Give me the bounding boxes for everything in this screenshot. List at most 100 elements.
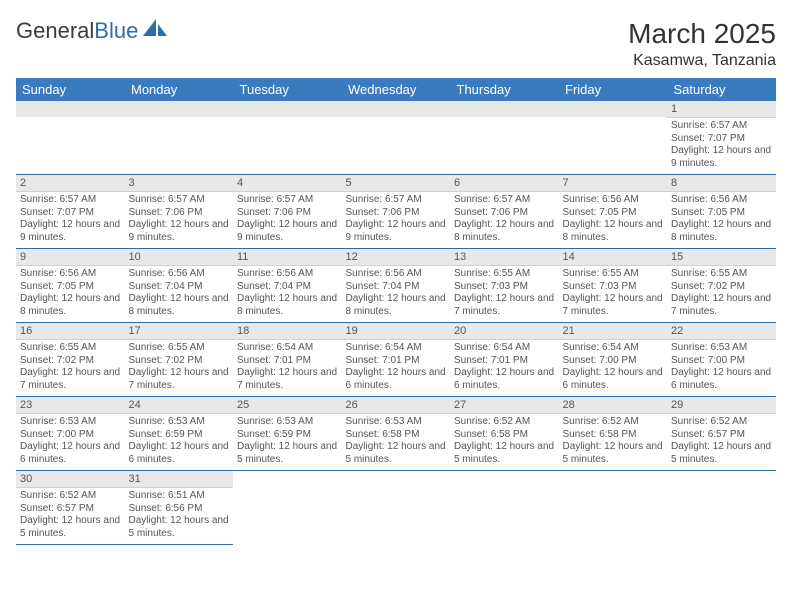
- sunrise-line: Sunrise: 6:56 AM: [671, 194, 772, 207]
- sunset-line: Sunset: 6:58 PM: [346, 429, 447, 442]
- day-content: Sunrise: 6:52 AMSunset: 6:57 PMDaylight:…: [667, 414, 776, 470]
- sunset-line: Sunset: 7:02 PM: [20, 355, 121, 368]
- sunrise-line: Sunrise: 6:52 AM: [671, 416, 772, 429]
- day-content: Sunrise: 6:53 AMSunset: 6:58 PMDaylight:…: [342, 414, 451, 470]
- daylight-line: Daylight: 12 hours and 5 minutes.: [237, 441, 338, 466]
- calendar-row: 23Sunrise: 6:53 AMSunset: 7:00 PMDayligh…: [16, 397, 776, 471]
- calendar-cell: [559, 471, 668, 545]
- calendar-cell: [450, 471, 559, 545]
- day-number: 1: [667, 101, 776, 118]
- calendar-cell: 18Sunrise: 6:54 AMSunset: 7:01 PMDayligh…: [233, 323, 342, 397]
- sunset-line: Sunset: 6:58 PM: [563, 429, 664, 442]
- daylight-line: Daylight: 12 hours and 9 minutes.: [346, 219, 447, 244]
- daylight-line: Daylight: 12 hours and 6 minutes.: [346, 367, 447, 392]
- calendar-body: 1Sunrise: 6:57 AMSunset: 7:07 PMDaylight…: [16, 101, 776, 545]
- daylight-line: Daylight: 12 hours and 6 minutes.: [129, 441, 230, 466]
- calendar-cell: [125, 101, 234, 175]
- calendar-row: 30Sunrise: 6:52 AMSunset: 6:57 PMDayligh…: [16, 471, 776, 545]
- calendar-row: 2Sunrise: 6:57 AMSunset: 7:07 PMDaylight…: [16, 175, 776, 249]
- day-number: 24: [125, 397, 234, 414]
- day-content: Sunrise: 6:53 AMSunset: 6:59 PMDaylight:…: [125, 414, 234, 470]
- weekday-header: Thursday: [450, 78, 559, 101]
- day-number: 22: [667, 323, 776, 340]
- calendar-cell: [233, 101, 342, 175]
- empty-daynum: [16, 101, 125, 117]
- weekday-header: Sunday: [16, 78, 125, 101]
- empty-daynum: [125, 101, 234, 117]
- calendar-cell: 8Sunrise: 6:56 AMSunset: 7:05 PMDaylight…: [667, 175, 776, 249]
- sunset-line: Sunset: 7:06 PM: [237, 207, 338, 220]
- sunrise-line: Sunrise: 6:53 AM: [20, 416, 121, 429]
- calendar-cell: 2Sunrise: 6:57 AMSunset: 7:07 PMDaylight…: [16, 175, 125, 249]
- day-content: Sunrise: 6:55 AMSunset: 7:02 PMDaylight:…: [125, 340, 234, 396]
- sunrise-line: Sunrise: 6:57 AM: [20, 194, 121, 207]
- calendar-cell: [342, 471, 451, 545]
- daylight-line: Daylight: 12 hours and 7 minutes.: [671, 293, 772, 318]
- day-number: 21: [559, 323, 668, 340]
- sunrise-line: Sunrise: 6:53 AM: [129, 416, 230, 429]
- calendar-cell: [450, 101, 559, 175]
- day-number: 15: [667, 249, 776, 266]
- calendar-cell: 12Sunrise: 6:56 AMSunset: 7:04 PMDayligh…: [342, 249, 451, 323]
- sunset-line: Sunset: 7:05 PM: [20, 281, 121, 294]
- daylight-line: Daylight: 12 hours and 8 minutes.: [563, 219, 664, 244]
- calendar-row: 9Sunrise: 6:56 AMSunset: 7:05 PMDaylight…: [16, 249, 776, 323]
- day-content: Sunrise: 6:54 AMSunset: 7:01 PMDaylight:…: [233, 340, 342, 396]
- calendar-cell: 26Sunrise: 6:53 AMSunset: 6:58 PMDayligh…: [342, 397, 451, 471]
- weekday-header: Wednesday: [342, 78, 451, 101]
- sunset-line: Sunset: 7:01 PM: [346, 355, 447, 368]
- sunset-line: Sunset: 6:56 PM: [129, 503, 230, 516]
- day-content: Sunrise: 6:51 AMSunset: 6:56 PMDaylight:…: [125, 488, 234, 544]
- day-content: Sunrise: 6:56 AMSunset: 7:04 PMDaylight:…: [342, 266, 451, 322]
- day-number: 10: [125, 249, 234, 266]
- calendar-cell: 19Sunrise: 6:54 AMSunset: 7:01 PMDayligh…: [342, 323, 451, 397]
- sunrise-line: Sunrise: 6:52 AM: [454, 416, 555, 429]
- calendar-row: 16Sunrise: 6:55 AMSunset: 7:02 PMDayligh…: [16, 323, 776, 397]
- day-content: Sunrise: 6:55 AMSunset: 7:03 PMDaylight:…: [450, 266, 559, 322]
- sunrise-line: Sunrise: 6:54 AM: [454, 342, 555, 355]
- sunset-line: Sunset: 7:07 PM: [20, 207, 121, 220]
- sunset-line: Sunset: 7:00 PM: [20, 429, 121, 442]
- calendar-cell: 23Sunrise: 6:53 AMSunset: 7:00 PMDayligh…: [16, 397, 125, 471]
- calendar-cell: 10Sunrise: 6:56 AMSunset: 7:04 PMDayligh…: [125, 249, 234, 323]
- daylight-line: Daylight: 12 hours and 6 minutes.: [671, 367, 772, 392]
- day-content: Sunrise: 6:54 AMSunset: 7:00 PMDaylight:…: [559, 340, 668, 396]
- daylight-line: Daylight: 12 hours and 7 minutes.: [237, 367, 338, 392]
- sunrise-line: Sunrise: 6:53 AM: [671, 342, 772, 355]
- sunrise-line: Sunrise: 6:57 AM: [671, 120, 772, 133]
- daylight-line: Daylight: 12 hours and 5 minutes.: [563, 441, 664, 466]
- day-number: 25: [233, 397, 342, 414]
- sunrise-line: Sunrise: 6:55 AM: [454, 268, 555, 281]
- sunset-line: Sunset: 7:05 PM: [563, 207, 664, 220]
- sunrise-line: Sunrise: 6:54 AM: [346, 342, 447, 355]
- calendar-head: SundayMondayTuesdayWednesdayThursdayFrid…: [16, 78, 776, 101]
- day-content: Sunrise: 6:57 AMSunset: 7:07 PMDaylight:…: [667, 118, 776, 174]
- daylight-line: Daylight: 12 hours and 8 minutes.: [237, 293, 338, 318]
- calendar-cell: 7Sunrise: 6:56 AMSunset: 7:05 PMDaylight…: [559, 175, 668, 249]
- sunrise-line: Sunrise: 6:55 AM: [20, 342, 121, 355]
- sunset-line: Sunset: 7:04 PM: [129, 281, 230, 294]
- daylight-line: Daylight: 12 hours and 9 minutes.: [671, 145, 772, 170]
- sunrise-line: Sunrise: 6:54 AM: [237, 342, 338, 355]
- sunrise-line: Sunrise: 6:55 AM: [563, 268, 664, 281]
- sunset-line: Sunset: 6:58 PM: [454, 429, 555, 442]
- day-number: 26: [342, 397, 451, 414]
- day-content: Sunrise: 6:57 AMSunset: 7:06 PMDaylight:…: [450, 192, 559, 248]
- daylight-line: Daylight: 12 hours and 8 minutes.: [129, 293, 230, 318]
- daylight-line: Daylight: 12 hours and 8 minutes.: [346, 293, 447, 318]
- day-number: 8: [667, 175, 776, 192]
- calendar-cell: 20Sunrise: 6:54 AMSunset: 7:01 PMDayligh…: [450, 323, 559, 397]
- day-number: 11: [233, 249, 342, 266]
- day-content: Sunrise: 6:52 AMSunset: 6:58 PMDaylight:…: [559, 414, 668, 470]
- daylight-line: Daylight: 12 hours and 5 minutes.: [454, 441, 555, 466]
- logo-text-1: General: [16, 18, 94, 44]
- calendar-cell: 1Sunrise: 6:57 AMSunset: 7:07 PMDaylight…: [667, 101, 776, 175]
- day-number: 6: [450, 175, 559, 192]
- weekday-header: Tuesday: [233, 78, 342, 101]
- day-content: Sunrise: 6:55 AMSunset: 7:02 PMDaylight:…: [16, 340, 125, 396]
- day-number: 7: [559, 175, 668, 192]
- sunrise-line: Sunrise: 6:54 AM: [563, 342, 664, 355]
- day-content: Sunrise: 6:54 AMSunset: 7:01 PMDaylight:…: [450, 340, 559, 396]
- day-content: Sunrise: 6:55 AMSunset: 7:03 PMDaylight:…: [559, 266, 668, 322]
- calendar-cell: 29Sunrise: 6:52 AMSunset: 6:57 PMDayligh…: [667, 397, 776, 471]
